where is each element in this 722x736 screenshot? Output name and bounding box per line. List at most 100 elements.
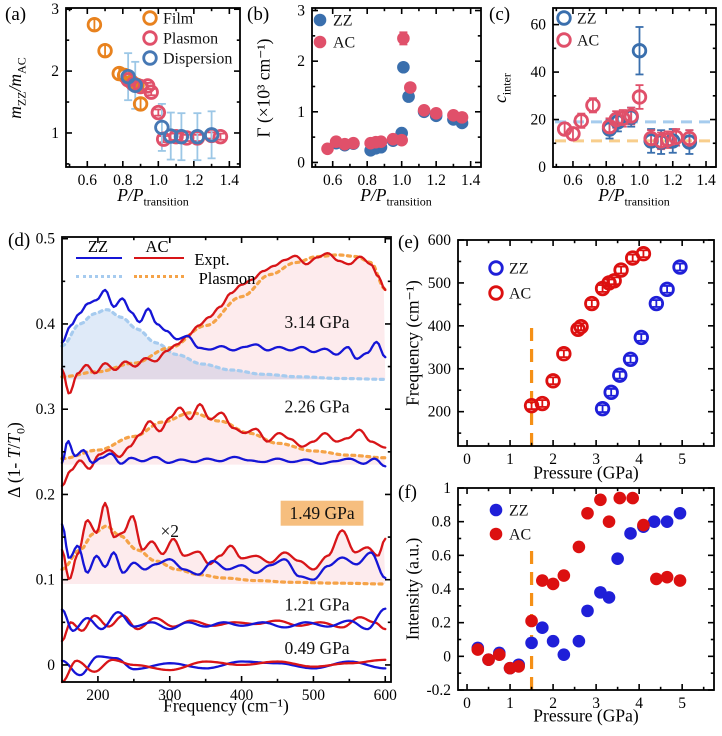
y-tick-label: 1 — [51, 125, 59, 142]
data-point-ac — [570, 321, 586, 337]
legend-label-zz: ZZ — [509, 503, 529, 520]
x-tick-label: 200 — [86, 687, 110, 704]
data-point-dispersion — [203, 127, 220, 143]
data-point-zz — [633, 329, 649, 346]
panel-f-ylabel: Intensity (a.u.) — [402, 537, 423, 641]
plot-frame — [457, 239, 715, 447]
data-point-ac — [573, 113, 589, 129]
spectrum-curve — [60, 523, 387, 581]
data-point-zz — [581, 604, 594, 618]
data-point-zz — [594, 400, 611, 417]
y-tick-label: 2 — [51, 63, 59, 80]
legend-label-film: Film — [163, 11, 194, 28]
panel-b-ylabel: Γ (×10³ cm⁻¹) — [253, 38, 274, 138]
data-point-ac — [572, 540, 586, 554]
x-tick-label: 4 — [635, 695, 643, 712]
data-point-zz — [624, 527, 637, 540]
x-tick-label: 0.6 — [323, 172, 343, 189]
data-point-zz — [557, 648, 571, 661]
panel-a-plot: Film Plasmon Dispersion 0.6 0.8 1.0 1.2 1.4 1 2 3 — [51, 1, 241, 189]
legend-label-plasmon: Plasmon — [163, 31, 218, 48]
data-point-ac — [613, 491, 627, 505]
data-point-ac — [556, 346, 572, 362]
plot-frame — [311, 7, 482, 168]
panel-d-ylabel: Δ (1- T/T0) — [3, 422, 28, 498]
panel-b-tag: (b) — [247, 4, 270, 25]
data-point-plasmon — [168, 128, 184, 145]
data-point-ac — [395, 133, 408, 147]
data-point-ac — [631, 89, 648, 105]
data-point-ac — [673, 574, 687, 587]
legend-label-zz: ZZ — [333, 13, 353, 30]
x-tick-label: 3 — [592, 695, 600, 712]
spectrum-curve — [60, 524, 387, 586]
spectrum-curve — [60, 308, 387, 381]
data-point-ac — [573, 318, 589, 335]
data-point-ac — [615, 110, 631, 127]
data-point-ac — [643, 130, 659, 147]
annotation-text: 0.49 GPa — [284, 638, 349, 658]
legend-label-ac: AC — [577, 33, 599, 50]
panel-d-plot: 3.14 GPa 2.26 GPa 1.49 GPa ×2 1.21 GPa 0.49 G… — [36, 231, 398, 704]
data-point-ac — [493, 648, 506, 661]
data-point-ac — [613, 262, 629, 278]
y-tick-label: 400 — [428, 318, 452, 335]
data-point-ac — [653, 133, 669, 149]
x-tick-label: 5 — [678, 451, 686, 468]
x-tick-label: 2 — [549, 451, 557, 468]
panel-f-plot: ZZ AC 0 1 2 3 4 5 -0.2 0 0.2 0.4 0.6 0.8 1 — [426, 480, 715, 712]
panel-e-plot: ZZ AC 0 1 2 3 4 5 200 300 400 500 600 — [428, 232, 715, 468]
data-point-ac — [536, 574, 549, 587]
data-point-ac — [626, 491, 639, 505]
panel-d-legend-zz-line — [76, 257, 122, 259]
y-tick-label: 3 — [297, 3, 305, 20]
panel-c-xlabel: P/Ptransition — [598, 184, 670, 209]
data-point-ac — [546, 577, 560, 591]
data-point-ac — [417, 103, 431, 117]
panel-c-tag: (c) — [489, 4, 511, 25]
y-tick-label: 3 — [51, 1, 59, 18]
panel-c-plot: ZZ AC 0.6 0.8 1.0 1.2 1.4 0 20 40 60 — [531, 7, 717, 189]
data-point-ac — [403, 81, 417, 94]
legend-label-ac: AC — [509, 527, 531, 544]
data-point-zz — [612, 367, 628, 383]
y-tick-label: 2 — [297, 53, 305, 70]
panel-d-legend-ac-line — [134, 257, 184, 259]
data-point-ac — [637, 518, 650, 532]
data-point-zz — [631, 43, 648, 59]
y-tick-label: 0.1 — [36, 572, 55, 589]
panel-d-legend-zz-plasmon-line — [76, 275, 122, 278]
data-point-dispersion — [154, 119, 170, 136]
x-tick-label: 5 — [678, 695, 686, 712]
data-point-ac — [525, 614, 538, 628]
x-tick-label: 1.0 — [392, 172, 412, 189]
legend-label-dispersion: Dispersion — [163, 51, 232, 68]
data-point-ac — [681, 130, 698, 147]
y-tick-label: 0 — [47, 657, 55, 674]
data-point-ac — [594, 493, 607, 507]
x-tick-label: 0.6 — [563, 172, 583, 189]
panel-a-xlabel: P/Ptransition — [117, 184, 189, 209]
legend-label-ac: AC — [333, 35, 355, 52]
y-tick-label: 0.2 — [432, 615, 451, 632]
x-tick-label: 0.8 — [113, 172, 133, 189]
data-point-ac — [623, 108, 639, 124]
spectrum-curve — [60, 658, 387, 684]
data-point-ac — [545, 373, 561, 389]
annotation-text: ×2 — [160, 521, 179, 541]
data-point-plasmon — [143, 84, 159, 100]
x-tick-label: 400 — [230, 687, 254, 704]
legend-marker-ac — [313, 35, 327, 49]
legend-marker-ac — [556, 32, 572, 48]
data-point-zz — [611, 552, 624, 565]
y-tick-label: 20 — [531, 112, 547, 129]
x-tick-label: 0.8 — [597, 172, 617, 189]
y-tick-label: 40 — [531, 64, 547, 81]
x-tick-label: 1.0 — [630, 172, 650, 189]
panel-d-legend-zz-label: ZZ — [87, 237, 109, 256]
spectrum-curve — [60, 411, 387, 461]
data-point-ac — [660, 570, 674, 584]
x-tick-label: 2 — [549, 695, 557, 712]
panel-d-legend-plasmon-label: Plasmon — [198, 269, 256, 288]
data-point-ac — [557, 569, 571, 582]
